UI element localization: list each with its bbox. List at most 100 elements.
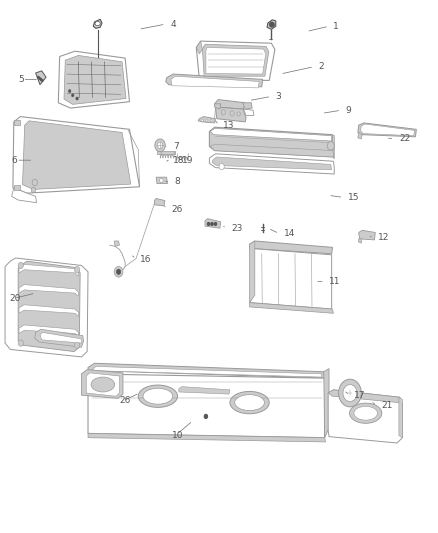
- Circle shape: [114, 266, 123, 277]
- Polygon shape: [88, 374, 325, 438]
- Ellipse shape: [91, 377, 115, 392]
- Ellipse shape: [138, 385, 177, 407]
- Polygon shape: [359, 239, 361, 243]
- Text: 1: 1: [332, 22, 338, 31]
- Text: 11: 11: [329, 277, 340, 286]
- Circle shape: [18, 262, 23, 269]
- Polygon shape: [58, 51, 130, 108]
- Circle shape: [343, 384, 357, 401]
- Text: 9: 9: [346, 106, 351, 115]
- Polygon shape: [243, 103, 252, 109]
- Polygon shape: [19, 264, 78, 276]
- Text: 16: 16: [141, 255, 152, 263]
- Polygon shape: [358, 133, 362, 139]
- Circle shape: [211, 222, 213, 225]
- Polygon shape: [179, 386, 230, 394]
- Polygon shape: [81, 369, 123, 398]
- Polygon shape: [359, 230, 375, 240]
- Polygon shape: [19, 285, 78, 296]
- Circle shape: [339, 379, 361, 407]
- Polygon shape: [19, 325, 78, 337]
- Polygon shape: [22, 121, 131, 189]
- Text: 12: 12: [378, 233, 390, 242]
- Polygon shape: [250, 241, 255, 303]
- Text: 14: 14: [284, 229, 295, 238]
- Text: 5: 5: [18, 75, 24, 84]
- Circle shape: [214, 222, 217, 225]
- Polygon shape: [40, 333, 82, 343]
- Polygon shape: [18, 261, 80, 352]
- Text: 21: 21: [381, 401, 393, 410]
- Text: 22: 22: [399, 134, 410, 143]
- Polygon shape: [332, 135, 334, 158]
- Polygon shape: [202, 44, 269, 76]
- Circle shape: [219, 164, 224, 169]
- Polygon shape: [14, 184, 20, 190]
- Polygon shape: [86, 373, 120, 396]
- Circle shape: [157, 142, 162, 149]
- Circle shape: [155, 139, 165, 152]
- Polygon shape: [88, 433, 325, 442]
- Text: 10: 10: [172, 431, 184, 440]
- Circle shape: [76, 97, 78, 100]
- Circle shape: [37, 76, 39, 78]
- Circle shape: [204, 414, 208, 418]
- Text: 15: 15: [348, 193, 359, 202]
- Text: 8: 8: [174, 177, 180, 186]
- Polygon shape: [19, 305, 78, 317]
- Ellipse shape: [354, 406, 378, 420]
- Polygon shape: [35, 71, 46, 85]
- Ellipse shape: [210, 119, 212, 122]
- Circle shape: [230, 111, 234, 116]
- Text: 19: 19: [182, 156, 194, 165]
- Polygon shape: [210, 144, 333, 157]
- Polygon shape: [13, 117, 140, 193]
- Text: 3: 3: [276, 92, 282, 101]
- Polygon shape: [88, 364, 325, 378]
- Polygon shape: [209, 127, 333, 157]
- Circle shape: [327, 142, 334, 150]
- Ellipse shape: [206, 119, 208, 122]
- Text: 20: 20: [10, 294, 21, 303]
- Polygon shape: [198, 117, 215, 123]
- Circle shape: [74, 342, 80, 349]
- Polygon shape: [360, 124, 415, 136]
- Text: 26: 26: [120, 396, 131, 405]
- Circle shape: [68, 90, 71, 93]
- Text: 4: 4: [170, 20, 176, 29]
- Polygon shape: [215, 100, 245, 109]
- Polygon shape: [5, 258, 88, 357]
- Polygon shape: [244, 109, 254, 116]
- Circle shape: [18, 340, 23, 346]
- Circle shape: [221, 110, 226, 115]
- Polygon shape: [328, 390, 400, 402]
- Ellipse shape: [230, 391, 269, 414]
- Ellipse shape: [95, 21, 100, 26]
- Circle shape: [237, 112, 240, 116]
- Ellipse shape: [143, 388, 173, 404]
- Text: 17: 17: [354, 391, 366, 400]
- Polygon shape: [267, 20, 276, 29]
- Polygon shape: [399, 397, 403, 438]
- Polygon shape: [35, 329, 84, 348]
- Ellipse shape: [235, 394, 265, 410]
- Polygon shape: [324, 368, 329, 438]
- Polygon shape: [205, 219, 221, 228]
- Polygon shape: [250, 303, 333, 313]
- Polygon shape: [92, 367, 321, 377]
- Polygon shape: [210, 128, 332, 141]
- Polygon shape: [166, 74, 263, 87]
- Text: 2: 2: [318, 62, 324, 71]
- Polygon shape: [215, 104, 221, 109]
- Polygon shape: [251, 248, 332, 309]
- Text: 18: 18: [173, 156, 184, 165]
- Polygon shape: [93, 19, 102, 28]
- Polygon shape: [196, 41, 275, 80]
- Polygon shape: [14, 120, 20, 125]
- Text: 6: 6: [12, 156, 18, 165]
- Polygon shape: [212, 157, 332, 169]
- Circle shape: [31, 187, 35, 192]
- Circle shape: [32, 179, 37, 185]
- Circle shape: [71, 94, 74, 97]
- Polygon shape: [171, 76, 259, 88]
